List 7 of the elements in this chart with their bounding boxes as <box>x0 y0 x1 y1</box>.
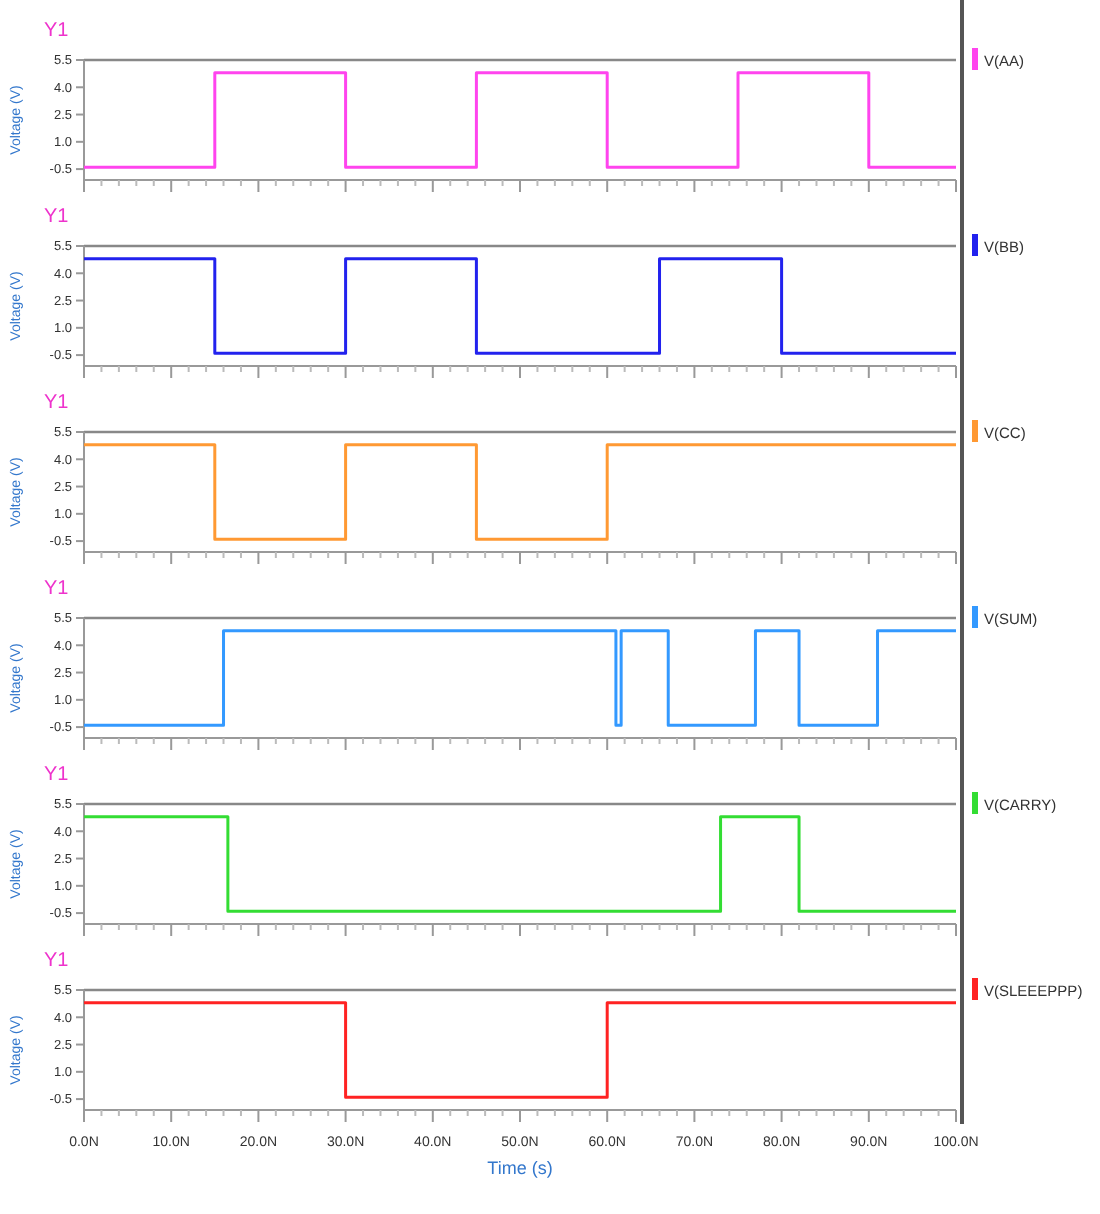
x-axis-title: Time (s) <box>487 1158 553 1178</box>
text: Y1 <box>44 20 70 42</box>
text: Y1 <box>44 392 70 414</box>
text: Y1 <box>44 950 70 972</box>
text: Y1 <box>44 578 70 600</box>
text: Y1 <box>44 764 70 786</box>
text: Y1 <box>44 206 70 228</box>
